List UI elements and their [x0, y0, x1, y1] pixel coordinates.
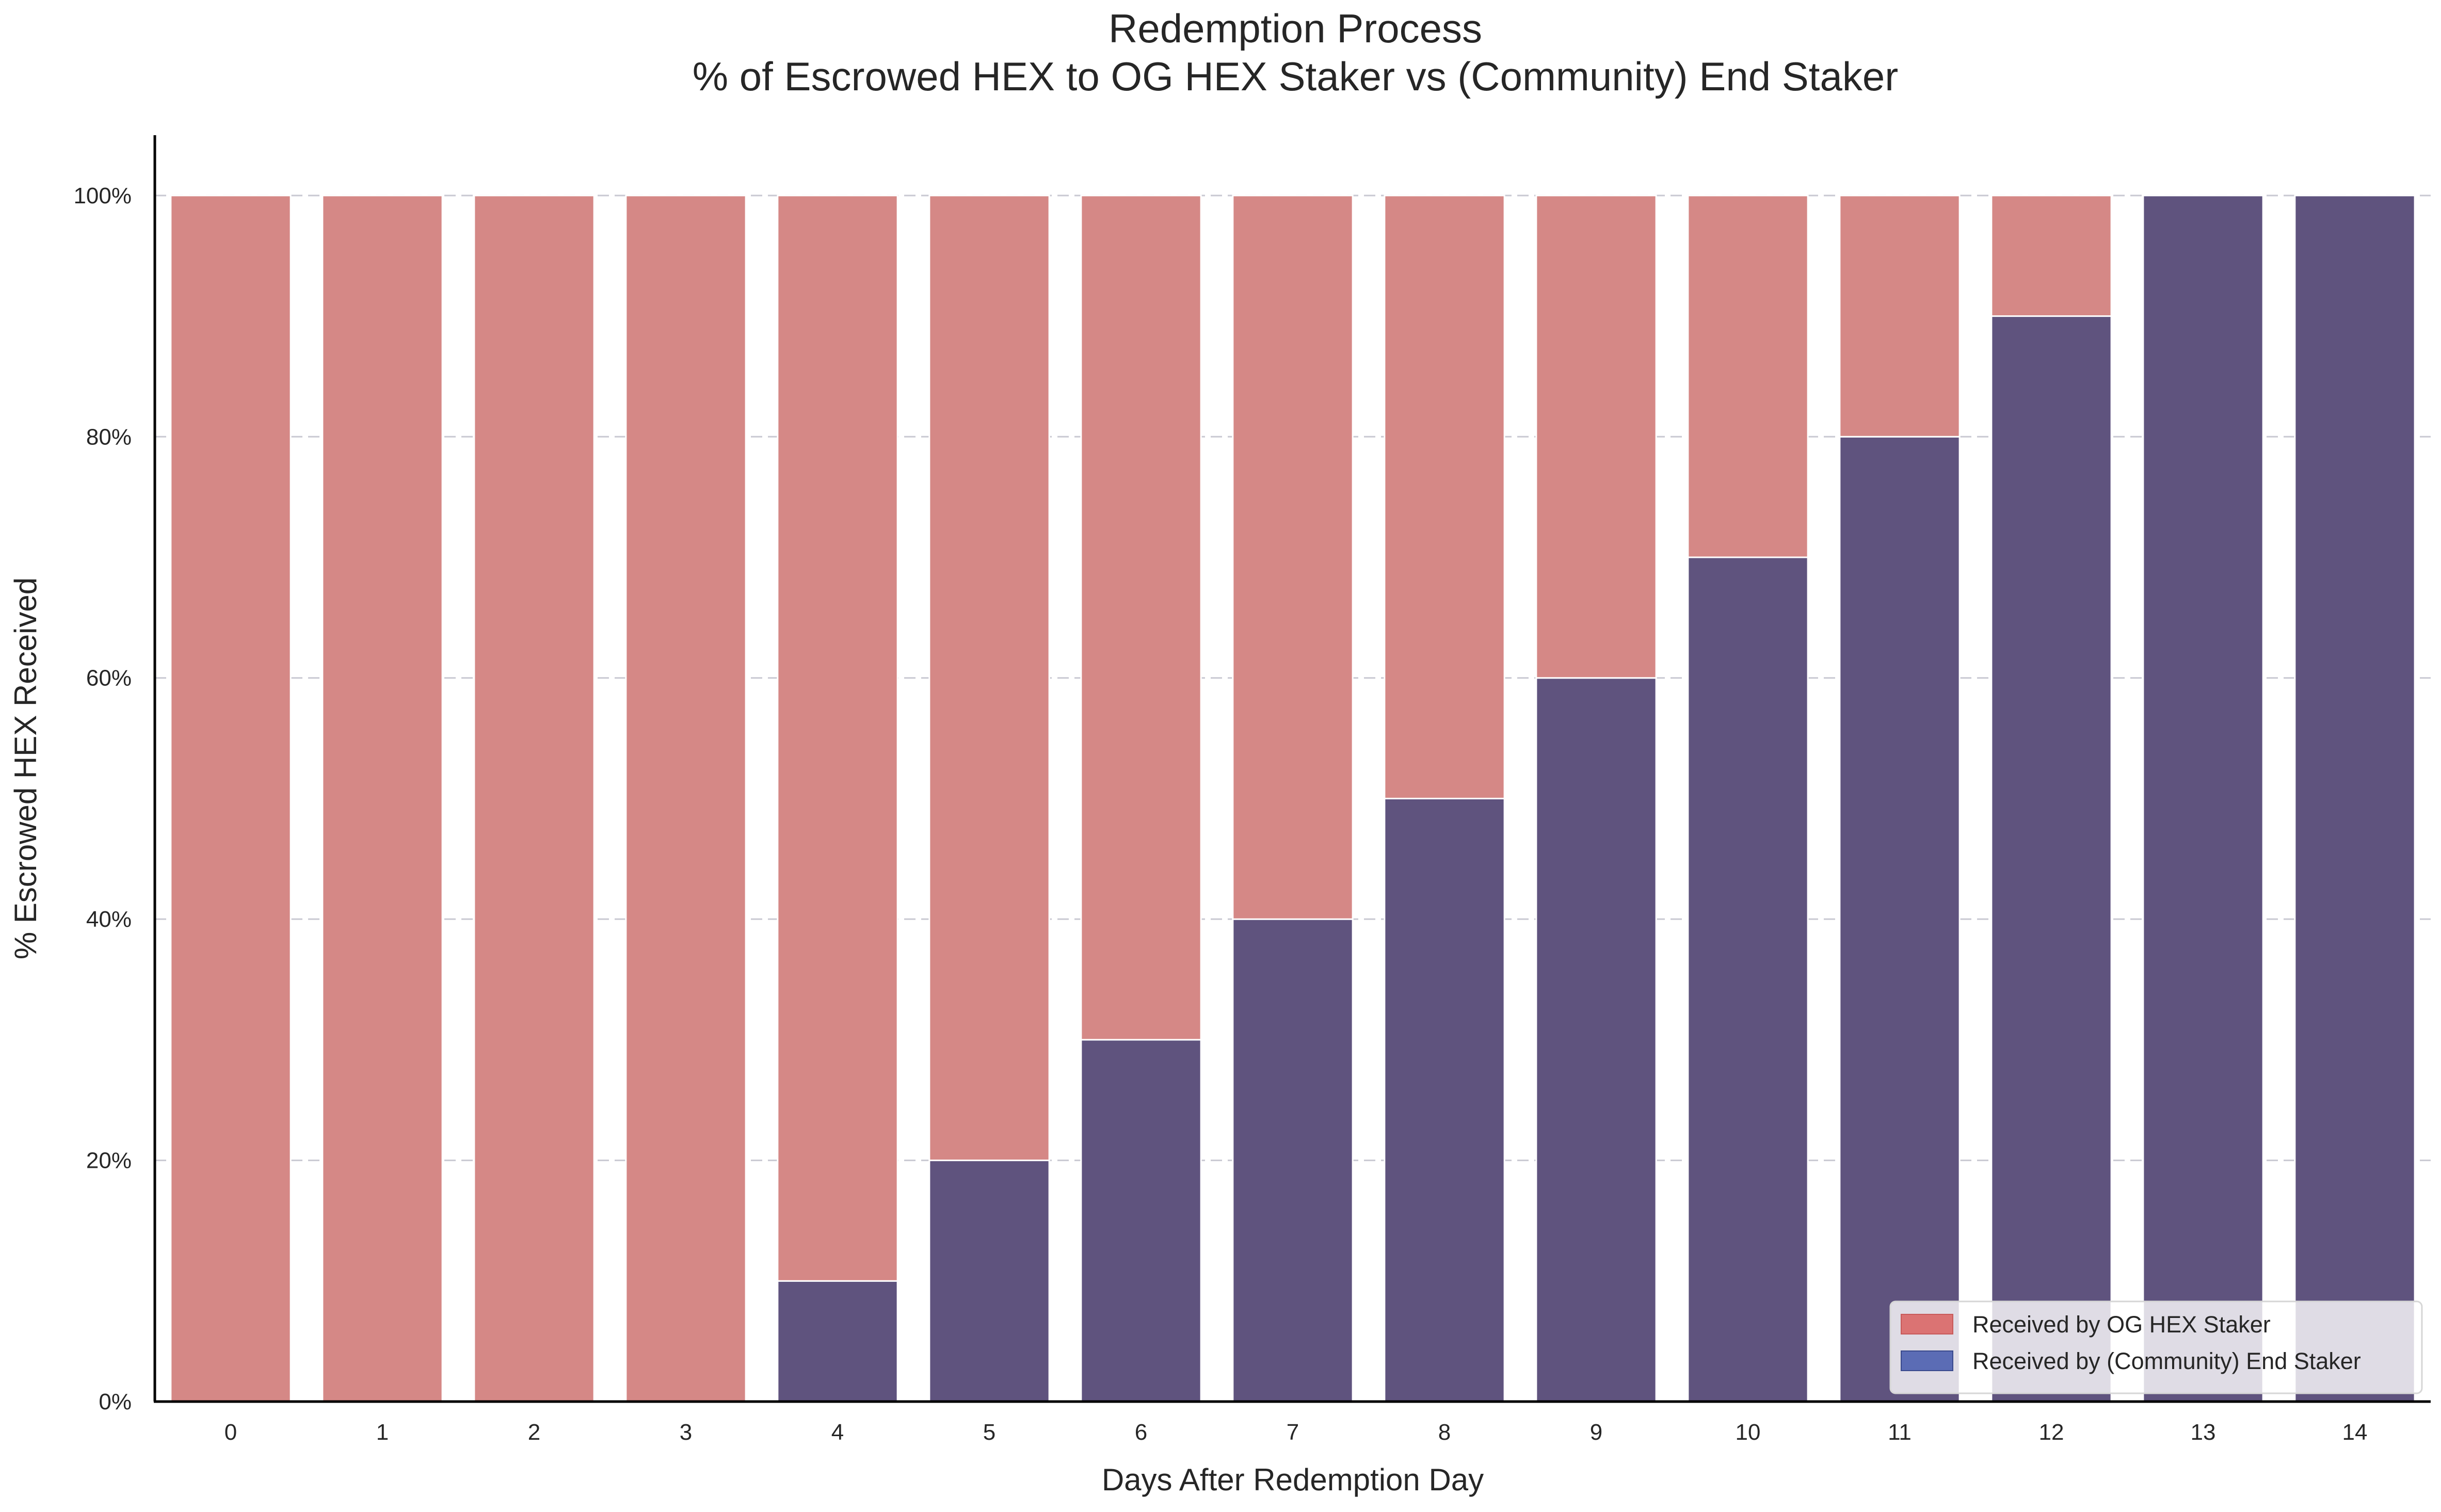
x-axis-label: Days After Redemption Day [1102, 1462, 1484, 1497]
bar-og-staker [1384, 195, 1505, 799]
x-tick-label: 13 [2191, 1420, 2216, 1445]
y-tick-label: 40% [86, 907, 132, 932]
x-tick-label: 5 [983, 1420, 995, 1445]
x-tick-label: 14 [2342, 1420, 2368, 1445]
x-tick-label: 12 [2039, 1420, 2064, 1445]
x-tick-label: 7 [1287, 1420, 1299, 1445]
bar-end-staker [1990, 315, 2112, 1403]
x-tick-label: 1 [376, 1420, 389, 1445]
bar-og-staker [1080, 195, 1202, 1041]
legend-frame [1889, 1300, 2423, 1394]
bar-end-staker [2142, 195, 2264, 1403]
bar-end-staker [1080, 1039, 1202, 1403]
legend: Received by OG HEX Staker Received by (C… [1889, 1300, 2423, 1394]
bar-end-staker [1687, 556, 1809, 1403]
chart-title: Redemption Process [1109, 6, 1482, 51]
x-tick-label: 4 [831, 1420, 844, 1445]
bar-end-staker [1535, 677, 1657, 1403]
x-tick-labels: 0 1 2 3 4 5 6 7 8 9 10 11 12 13 14 [224, 1420, 2368, 1445]
x-tick-label: 6 [1135, 1420, 1147, 1445]
bar-end-staker [1839, 436, 1961, 1403]
x-tick-label: 2 [528, 1420, 540, 1445]
bars [170, 195, 2416, 1403]
bar-end-staker [2294, 195, 2416, 1403]
y-tick-label: 80% [86, 424, 132, 449]
y-tick-labels: 0% 20% 40% 60% 80% 100% [73, 183, 132, 1414]
bar-end-staker [928, 1160, 1050, 1403]
y-tick-label: 20% [86, 1148, 132, 1173]
bar-end-staker [777, 1280, 898, 1403]
legend-label-end-staker: Received by (Community) End Staker [1972, 1348, 2361, 1374]
x-tick-label: 10 [1736, 1420, 1761, 1445]
bar-og-staker [322, 195, 443, 1403]
bar-og-staker [777, 195, 898, 1282]
y-axis-label: % Escrowed HEX Received [8, 577, 43, 959]
x-tick-label: 3 [680, 1420, 692, 1445]
y-tick-label: 0% [99, 1389, 132, 1414]
x-tick-label: 9 [1590, 1420, 1602, 1445]
bar-og-staker [928, 195, 1050, 1162]
bar-og-staker [1232, 195, 1354, 920]
legend-swatch-og-staker [1901, 1314, 1953, 1334]
x-tick-label: 11 [1888, 1420, 1912, 1445]
legend-swatch-end-staker [1901, 1350, 1953, 1371]
x-tick-label: 8 [1438, 1420, 1451, 1445]
x-tick-label: 0 [224, 1420, 237, 1445]
chart-subtitle: % of Escrowed HEX to OG HEX Staker vs (C… [693, 54, 1898, 99]
bar-og-staker [1687, 195, 1809, 558]
bar-og-staker [170, 195, 292, 1403]
bar-end-staker [1384, 797, 1505, 1403]
y-tick-label: 100% [73, 183, 132, 208]
y-tick-label: 60% [86, 666, 132, 691]
bar-og-staker [1839, 195, 1961, 438]
legend-label-og-staker: Received by OG HEX Staker [1972, 1311, 2271, 1338]
bar-end-staker [1232, 918, 1354, 1403]
bar-og-staker [625, 195, 747, 1403]
bar-og-staker [1535, 195, 1657, 679]
bar-og-staker [1990, 195, 2112, 317]
bar-og-staker [473, 195, 595, 1403]
